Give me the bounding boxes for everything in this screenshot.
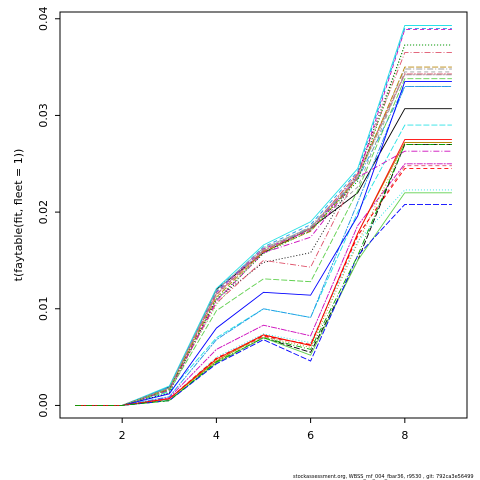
x-tick-label: 4	[213, 429, 220, 442]
y-tick-label: 0.01	[37, 297, 50, 322]
y-tick-label: 0.02	[37, 200, 50, 225]
series-line-5	[75, 124, 452, 406]
x-axis: 2 4 6 8	[119, 418, 408, 442]
series-line-23	[75, 66, 452, 406]
series-line-15	[75, 143, 452, 406]
series-line-30	[75, 143, 452, 406]
y-tick-label: 0.00	[37, 393, 50, 418]
series-line-24	[75, 74, 452, 406]
series-line-13	[75, 25, 452, 406]
series-line-4	[75, 85, 452, 406]
footer-credit: stockassessment.org, WBSS_mf_004_fbar36,…	[293, 474, 474, 480]
series-layer	[75, 25, 452, 406]
series-line-16	[75, 68, 452, 406]
series-line-21	[75, 189, 452, 406]
series-line-19	[75, 192, 452, 406]
series-line-29	[75, 139, 452, 406]
y-axis: 0.00 0.01 0.02 0.03 0.04	[37, 7, 60, 418]
series-line-8	[75, 71, 452, 406]
series-line-26	[75, 168, 452, 406]
series-line-27	[75, 44, 452, 406]
x-tick-label: 8	[401, 429, 408, 442]
series-line-11	[75, 78, 452, 406]
series-line-1	[75, 108, 452, 406]
series-line-28	[75, 203, 452, 406]
series-line-3	[75, 44, 452, 406]
plot-frame	[59, 11, 468, 419]
x-tick-label: 2	[119, 429, 126, 442]
series-line-22	[75, 150, 452, 406]
series-line-25	[75, 81, 452, 406]
series-line-17	[75, 143, 452, 406]
y-tick-label: 0.04	[37, 7, 50, 32]
series-line-9	[75, 44, 452, 406]
x-tick-label: 6	[307, 429, 314, 442]
y-axis-title: t(faytable(fit, fleet = 1))	[12, 149, 25, 282]
series-line-12	[75, 85, 452, 406]
series-line-2	[75, 165, 452, 406]
series-line-20	[75, 27, 452, 406]
y-tick-label: 0.03	[37, 103, 50, 128]
series-line-18	[75, 73, 452, 406]
series-line-14	[75, 28, 452, 406]
